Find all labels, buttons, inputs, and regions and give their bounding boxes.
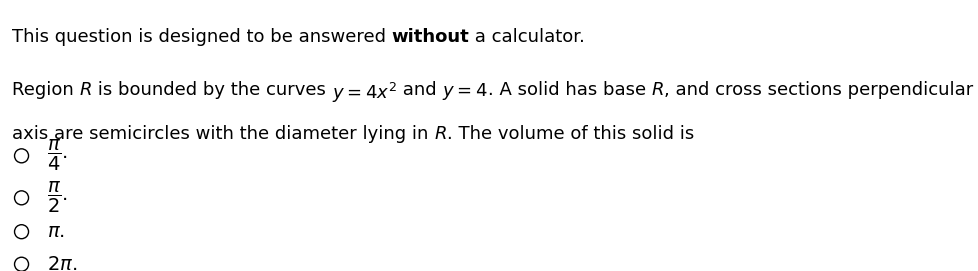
Text: . The volume of this solid is: . The volume of this solid is	[446, 125, 693, 143]
Text: and: and	[396, 81, 441, 99]
Text: a calculator.: a calculator.	[468, 28, 585, 46]
Text: $y = 4$: $y = 4$	[441, 81, 487, 102]
Text: axis are semicircles with the diameter lying in: axis are semicircles with the diameter l…	[12, 125, 433, 143]
Text: $\pi.$: $\pi.$	[47, 222, 65, 241]
Text: $\dfrac{\pi}{4}.$: $\dfrac{\pi}{4}.$	[47, 138, 67, 173]
Text: Region: Region	[12, 81, 79, 99]
Text: $y = 4x^2$: $y = 4x^2$	[332, 81, 396, 105]
Text: $\dfrac{\pi}{2}.$: $\dfrac{\pi}{2}.$	[47, 180, 67, 215]
Text: is bounded by the curves: is bounded by the curves	[92, 81, 332, 99]
Text: $R$: $R$	[79, 81, 92, 99]
Text: , and cross sections perpendicular to the: , and cross sections perpendicular to th…	[663, 81, 978, 99]
Text: This question is designed to be answered: This question is designed to be answered	[12, 28, 391, 46]
Text: $2\pi.$: $2\pi.$	[47, 255, 77, 271]
Text: . A solid has base: . A solid has base	[487, 81, 650, 99]
Text: $R$: $R$	[650, 81, 663, 99]
Text: $R$: $R$	[433, 125, 446, 143]
Text: without: without	[391, 28, 468, 46]
